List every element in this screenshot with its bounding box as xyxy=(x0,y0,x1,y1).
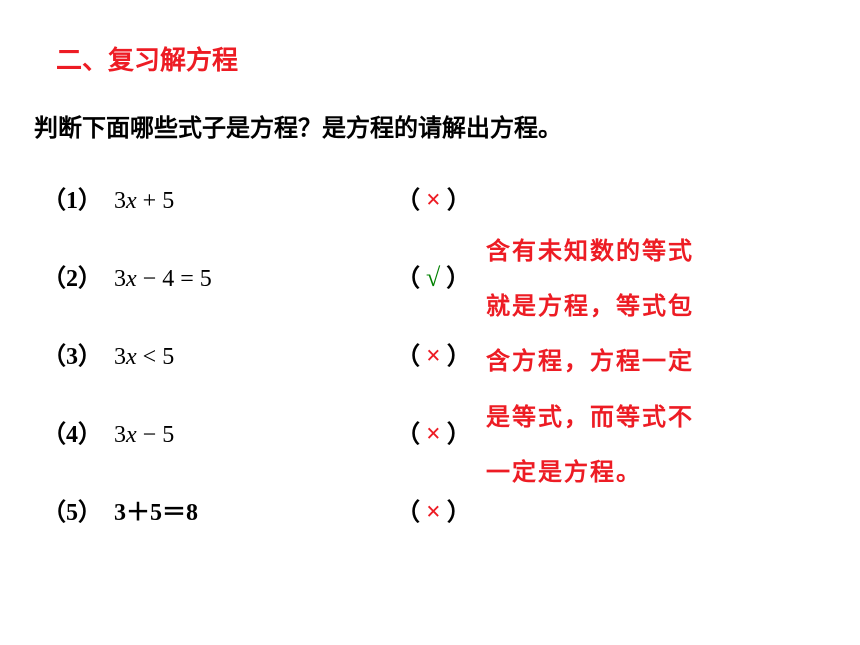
judge-cell-1: （ × ） xyxy=(396,180,471,215)
cross-mark-icon: × xyxy=(426,419,441,448)
explanation-line: 含方程，方程一定 xyxy=(486,335,694,390)
check-mark-icon: √ xyxy=(426,263,440,292)
paren-close: ） xyxy=(447,188,471,214)
paren-open: （ xyxy=(396,500,420,526)
paren-close: ） xyxy=(446,266,470,292)
item-row-1: （1） 3x + 5 xyxy=(42,180,174,215)
item-number: （2） xyxy=(42,258,102,293)
cross-mark-icon: × xyxy=(426,341,441,370)
paren-open: （ xyxy=(396,266,420,292)
item-row-2: （2） 3x − 4 = 5 xyxy=(42,258,212,293)
item-row-4: （4） 3x − 5 xyxy=(42,414,174,449)
item-number: （3） xyxy=(42,336,102,371)
cross-mark-icon: × xyxy=(426,185,441,214)
paren-open: （ xyxy=(396,188,420,214)
explanation-block: 含有未知数的等式 就是方程，等式包 含方程，方程一定 是等式，而等式不 一定是方… xyxy=(486,225,694,501)
item-number: （1） xyxy=(42,180,102,215)
explanation-line: 就是方程，等式包 xyxy=(486,280,694,335)
cross-mark-icon: × xyxy=(426,497,441,526)
item-expression: 3x < 5 xyxy=(114,344,174,371)
item-row-5: （5） 3＋5＝8 xyxy=(42,492,198,527)
paren-close: ） xyxy=(447,422,471,448)
paren-close: ） xyxy=(447,500,471,526)
item-expression: 3x − 4 = 5 xyxy=(114,266,212,293)
judge-cell-5: （ × ） xyxy=(396,492,471,527)
explanation-line: 含有未知数的等式 xyxy=(486,225,694,280)
item-expression: 3x + 5 xyxy=(114,188,174,215)
item-expression: 3＋5＝8 xyxy=(114,492,198,527)
item-number: （4） xyxy=(42,414,102,449)
section-title: 二、复习解方程 xyxy=(56,40,238,77)
paren-open: （ xyxy=(396,422,420,448)
item-number: （5） xyxy=(42,492,102,527)
judge-cell-2: （ √ ） xyxy=(396,258,470,293)
item-row-3: （3） 3x < 5 xyxy=(42,336,174,371)
paren-open: （ xyxy=(396,344,420,370)
judge-cell-4: （ × ） xyxy=(396,414,471,449)
explanation-line: 一定是方程。 xyxy=(486,446,694,501)
explanation-line: 是等式，而等式不 xyxy=(486,391,694,446)
item-expression: 3x − 5 xyxy=(114,422,174,449)
instruction-text: 判断下面哪些式子是方程？是方程的请解出方程。 xyxy=(34,108,562,143)
paren-close: ） xyxy=(447,344,471,370)
judge-cell-3: （ × ） xyxy=(396,336,471,371)
